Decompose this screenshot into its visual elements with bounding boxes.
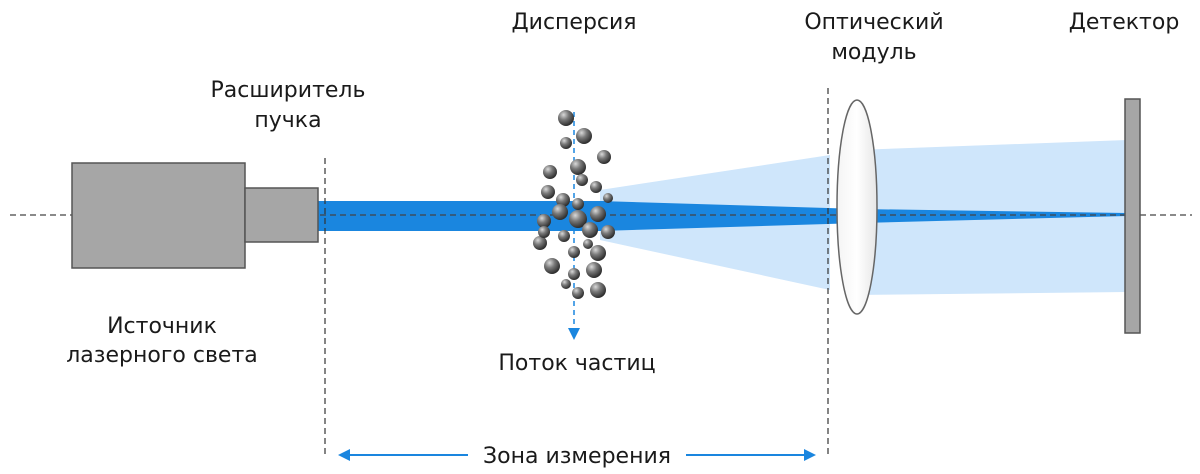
label-beam-expander-line2: пучка (254, 108, 321, 133)
label-laser-source-line1: Источник (107, 314, 217, 339)
particle (556, 193, 570, 207)
particle (558, 110, 574, 126)
beam-expander (244, 187, 319, 243)
particle (572, 198, 584, 210)
particle (590, 282, 606, 298)
lens (836, 99, 878, 315)
particle-cloud (533, 110, 615, 299)
particle (590, 181, 602, 193)
particle (586, 262, 602, 278)
label-measurement-zone: Зона измерения (483, 444, 671, 469)
particle (582, 222, 598, 238)
particle (560, 137, 572, 149)
particle (552, 204, 568, 220)
particle (537, 214, 551, 228)
particle (541, 185, 555, 199)
particle (590, 245, 606, 261)
label-particle-flow: Поток частиц (498, 351, 655, 376)
particle (543, 165, 557, 179)
label-dispersion: Дисперсия (511, 10, 636, 35)
particle (583, 239, 593, 249)
particle (569, 210, 587, 228)
label-beam-expander-line1: Расширитель (211, 78, 366, 103)
particle (561, 279, 571, 289)
particle (568, 268, 580, 280)
particle (538, 226, 550, 238)
particle (533, 236, 547, 250)
label-laser-source-line2: лазерного света (66, 343, 258, 368)
particle (544, 258, 560, 274)
particle (601, 225, 615, 239)
particle (570, 159, 586, 175)
particle (568, 246, 580, 258)
detector-plate (1124, 98, 1141, 334)
label-optical-module-line1: Оптический (804, 10, 943, 35)
particle (603, 193, 613, 203)
particle (558, 230, 570, 242)
particle (572, 287, 584, 299)
particle (590, 206, 606, 222)
label-optical-module-line2: модуль (831, 40, 916, 65)
particle (576, 128, 592, 144)
particle (576, 174, 588, 186)
laser-source-body (71, 162, 246, 269)
label-detector: Детектор (1069, 10, 1180, 35)
particle (597, 150, 611, 164)
